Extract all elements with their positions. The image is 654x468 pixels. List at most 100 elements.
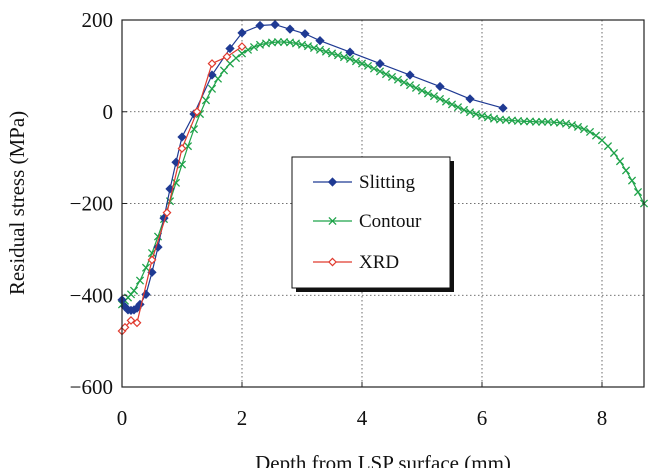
data-point-contour (315, 45, 325, 54)
data-point-contour (201, 96, 211, 105)
legend-box (291, 156, 451, 289)
data-point-contour (381, 70, 391, 79)
data-point-contour (273, 37, 283, 47)
x-tick-label: 6 (477, 406, 488, 430)
y-axis-title: Residual stress (MPa) (5, 111, 29, 295)
data-point-contour (453, 103, 463, 112)
data-point-contour (405, 81, 415, 90)
data-point-contour (519, 117, 529, 126)
data-point-xrd (147, 255, 157, 265)
data-point-contour (255, 40, 265, 49)
data-point-contour (579, 125, 589, 134)
legend-label-contour: Contour (359, 211, 422, 232)
data-point-contour (399, 78, 409, 87)
data-point-contour (567, 120, 577, 130)
data-point-slitting (300, 29, 310, 39)
data-point-contour (345, 54, 355, 64)
legend: Slitting Contour XRD (291, 156, 454, 292)
data-point-xrd (192, 107, 202, 117)
legend-item-xrd: XRD (313, 252, 399, 273)
data-point-contour (327, 49, 337, 58)
x-axis-title: Depth from LSP surface (mm) (255, 451, 511, 468)
data-point-xrd (222, 52, 232, 62)
data-point-contour (471, 109, 481, 119)
data-point-slitting (237, 28, 247, 38)
data-point-slitting (225, 43, 235, 54)
data-point-xrd (177, 144, 187, 153)
data-point-contour (633, 187, 643, 197)
data-point-contour (363, 61, 373, 70)
data-point-slitting (270, 19, 280, 30)
data-point-contour (351, 57, 361, 66)
data-point-contour (297, 40, 307, 49)
data-point-xrd (132, 318, 142, 328)
data-point-xrd (126, 316, 136, 325)
data-point-contour (387, 72, 397, 81)
data-point-contour (627, 176, 637, 185)
data-point-contour (237, 49, 247, 58)
legend-item-contour: Contour (313, 211, 422, 232)
x-tick-label: 8 (597, 406, 608, 430)
y-tick-label: −600 (70, 375, 113, 399)
data-point-contour (531, 117, 541, 126)
data-point-contour (429, 92, 439, 101)
data-point-slitting (375, 58, 385, 69)
data-point-contour (249, 43, 259, 52)
data-point-contour (231, 54, 241, 63)
data-point-contour (375, 67, 385, 76)
data-point-contour (357, 59, 367, 68)
data-point-contour (303, 42, 313, 51)
data-point-contour (561, 119, 571, 128)
data-point-contour (393, 75, 403, 84)
data-point-contour (339, 53, 349, 62)
legend-marker-slitting (327, 177, 338, 187)
series-xrd (117, 42, 247, 336)
x-tick-label: 2 (237, 406, 248, 430)
data-point-contour (615, 157, 625, 166)
data-point-slitting (315, 36, 325, 46)
data-point-contour (441, 97, 451, 106)
y-tick-label: 0 (103, 100, 114, 124)
data-point-slitting (498, 103, 508, 113)
data-point-slitting (405, 70, 415, 80)
data-point-contour (537, 117, 547, 126)
series-layer (117, 19, 649, 336)
data-point-xrd (237, 42, 247, 52)
legend-item-slitting: Slitting (313, 172, 415, 193)
data-point-contour (447, 100, 457, 109)
legend-label-slitting: Slitting (359, 172, 415, 193)
data-point-contour (141, 263, 151, 272)
data-point-contour (321, 47, 331, 56)
data-point-contour (417, 86, 427, 95)
data-point-contour (189, 125, 199, 134)
y-tick-label: −400 (70, 283, 113, 307)
data-point-contour (213, 74, 223, 83)
legend-label-xrd: XRD (359, 252, 399, 273)
data-point-contour (573, 122, 583, 131)
data-point-slitting (465, 94, 475, 104)
data-point-contour (129, 286, 139, 295)
data-point-contour (411, 83, 421, 92)
series-line-xrd (121, 46, 243, 332)
data-point-contour (291, 39, 301, 48)
data-point-contour (333, 51, 343, 60)
data-point-slitting (345, 47, 355, 57)
data-point-contour (135, 276, 145, 285)
data-point-contour (621, 166, 631, 175)
x-tick-label: 4 (357, 406, 368, 430)
data-point-contour (423, 89, 433, 98)
y-tick-label: −200 (70, 192, 113, 216)
legend-marker-contour (328, 216, 337, 226)
data-point-contour (477, 111, 487, 120)
data-point-contour (585, 127, 595, 136)
data-point-contour (435, 94, 445, 103)
legend-marker-xrd (328, 257, 337, 267)
x-tick-label: 0 (117, 406, 128, 430)
data-point-contour (465, 108, 475, 117)
data-point-contour (609, 148, 619, 158)
data-point-contour (309, 43, 319, 53)
data-point-contour (483, 113, 493, 122)
data-point-xrd (162, 208, 172, 218)
